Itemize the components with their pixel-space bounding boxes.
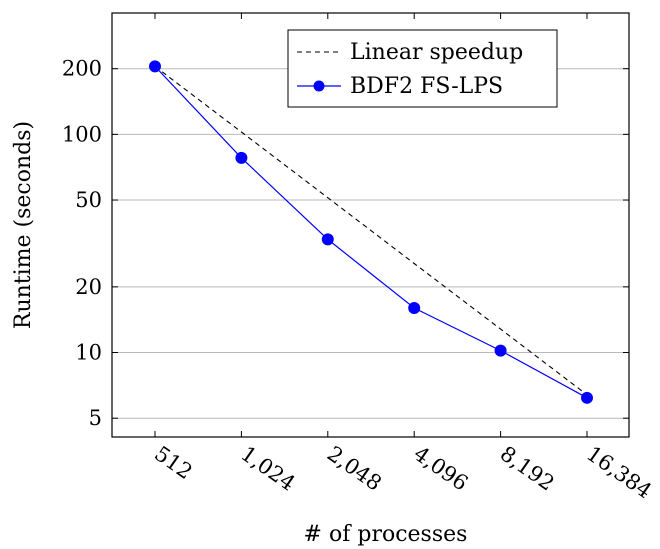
data-point — [235, 151, 248, 164]
legend-label-bdf2-fs-lps: BDF2 FS-LPS — [350, 74, 503, 99]
legend-box — [287, 29, 558, 108]
y-tick-label: 10 — [75, 341, 102, 365]
y-tick-label: 100 — [62, 122, 102, 146]
data-point — [321, 233, 334, 246]
y-tick-label: 50 — [75, 188, 102, 212]
y-tick-label: 5 — [89, 406, 102, 430]
grid-lines — [112, 68, 629, 419]
data-point — [494, 344, 507, 357]
legend-label-linear-speedup: Linear speedup — [350, 40, 523, 65]
plot-area-frame — [111, 12, 630, 438]
legend: Linear speedup BDF2 FS-LPS — [287, 29, 558, 108]
series-line-linear-speedup — [154, 65, 588, 396]
x-tick-label: 16,384 — [582, 441, 656, 503]
y-tick-label: 200 — [62, 57, 102, 81]
series-line-bdf2-fs-lps — [154, 65, 588, 399]
data-point — [149, 60, 161, 73]
x-tick-label: 8,192 — [496, 441, 559, 495]
y-tick-label: 20 — [75, 275, 102, 299]
data-point — [408, 301, 421, 314]
legend-marker-bdf2-fs-lps — [313, 80, 325, 92]
x-tick-label: 512 — [150, 441, 197, 484]
data-point — [581, 391, 593, 404]
x-axis-label: # of processes — [304, 522, 468, 547]
series-group — [149, 60, 593, 404]
x-tick-label: 4,096 — [409, 441, 472, 495]
x-tick-label: 1,024 — [237, 441, 300, 495]
x-tick-label: 2,048 — [323, 441, 386, 495]
y-axis-label: Runtime (seconds) — [11, 121, 36, 329]
